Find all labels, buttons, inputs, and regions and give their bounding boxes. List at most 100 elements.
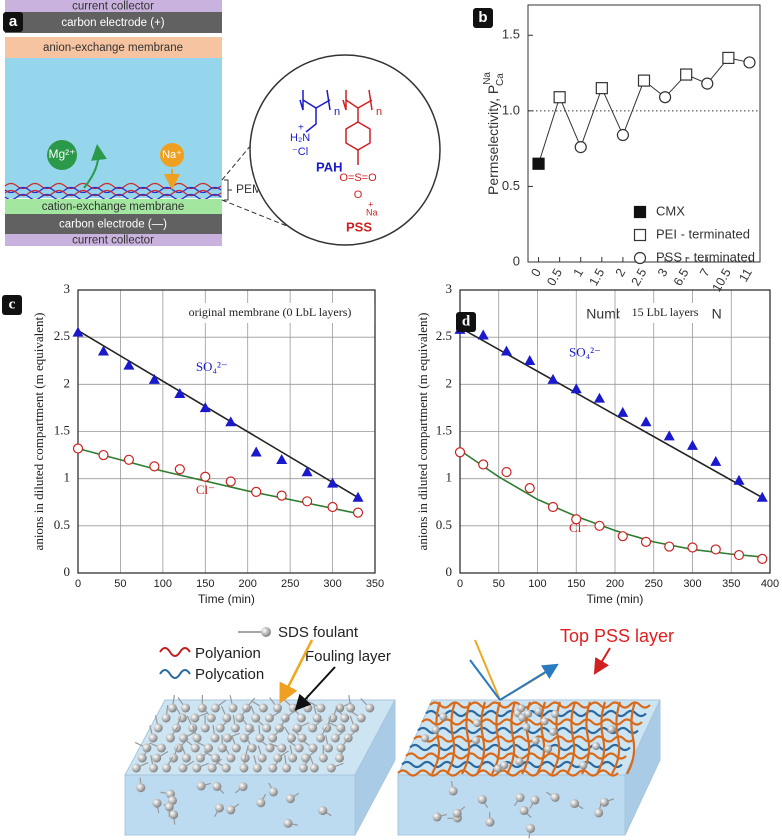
head bbox=[592, 742, 601, 751]
x-tick-label: 200 bbox=[606, 578, 624, 590]
marker bbox=[524, 483, 535, 494]
head bbox=[298, 763, 308, 773]
head bbox=[540, 717, 549, 726]
marker bbox=[276, 490, 287, 501]
head bbox=[526, 823, 536, 833]
head bbox=[190, 743, 200, 753]
marker bbox=[686, 439, 699, 450]
panel-a: current collector carbon electrode (+) a… bbox=[3, 0, 441, 247]
head bbox=[181, 753, 191, 763]
y-axis-label: anions in diluted compartment (m equival… bbox=[31, 313, 46, 551]
marker bbox=[174, 464, 185, 475]
annotation: 15 LbL layers bbox=[632, 305, 699, 319]
head bbox=[549, 727, 558, 736]
head bbox=[530, 795, 540, 805]
head bbox=[207, 763, 217, 773]
x-tick-label: 2.5 bbox=[629, 266, 650, 288]
fit-line bbox=[459, 327, 763, 499]
polyanion bbox=[611, 701, 622, 775]
marker bbox=[658, 91, 672, 104]
head bbox=[517, 704, 526, 713]
marker bbox=[616, 128, 630, 142]
shape-circle bbox=[47, 140, 77, 170]
pss-o: O bbox=[354, 189, 363, 201]
shape-polygon bbox=[624, 699, 661, 836]
head bbox=[431, 725, 440, 734]
head bbox=[292, 723, 302, 733]
x-tick-label: 0 bbox=[75, 578, 81, 590]
pss-s: O=S=O bbox=[339, 172, 377, 184]
head bbox=[152, 798, 162, 808]
head bbox=[167, 703, 177, 713]
head bbox=[500, 761, 509, 770]
head bbox=[318, 753, 328, 763]
shape-rect bbox=[5, 214, 222, 234]
head bbox=[244, 723, 254, 733]
head bbox=[264, 713, 274, 723]
marker bbox=[174, 388, 186, 398]
x-tick-label: 0 bbox=[457, 578, 463, 590]
marker bbox=[352, 507, 364, 518]
shape-rect bbox=[5, 199, 222, 214]
head bbox=[178, 763, 188, 773]
shape-rect bbox=[5, 58, 222, 198]
head bbox=[356, 713, 366, 723]
marker bbox=[72, 326, 84, 337]
marker bbox=[148, 373, 160, 384]
head bbox=[268, 787, 278, 797]
head bbox=[192, 763, 202, 773]
polyanion bbox=[596, 701, 607, 775]
polyanion bbox=[536, 701, 547, 775]
pss-na: Na bbox=[366, 207, 378, 217]
marker bbox=[756, 491, 768, 502]
head bbox=[148, 763, 158, 773]
head bbox=[335, 703, 345, 713]
marker bbox=[617, 531, 628, 542]
shape-g bbox=[342, 89, 373, 165]
x-tick-label: 11 bbox=[736, 266, 755, 284]
head bbox=[340, 713, 350, 723]
marker bbox=[633, 251, 647, 265]
head bbox=[165, 733, 175, 743]
head bbox=[156, 743, 166, 753]
head bbox=[288, 753, 298, 763]
head bbox=[247, 743, 257, 753]
polyanion bbox=[461, 701, 472, 775]
marker bbox=[733, 549, 745, 561]
head bbox=[277, 743, 287, 753]
head bbox=[142, 743, 152, 753]
marker bbox=[640, 536, 652, 547]
legend-label: PSS - terminated bbox=[656, 249, 755, 264]
head bbox=[226, 753, 236, 763]
head bbox=[316, 703, 326, 713]
marker bbox=[617, 406, 629, 417]
head bbox=[448, 786, 458, 796]
marker bbox=[547, 501, 559, 513]
head bbox=[217, 743, 227, 753]
fit-line bbox=[77, 329, 359, 499]
head bbox=[197, 703, 207, 713]
fouling-label: Fouling layer bbox=[305, 648, 391, 665]
shape-path bbox=[4, 182, 222, 190]
marker bbox=[633, 205, 647, 219]
marker bbox=[594, 520, 605, 531]
head bbox=[164, 802, 174, 812]
head bbox=[318, 806, 328, 816]
shape-path bbox=[83, 144, 107, 189]
legend-label: Polyanion bbox=[195, 645, 261, 662]
head bbox=[188, 723, 198, 733]
y-tick-label: 2.5 bbox=[54, 328, 70, 343]
head bbox=[550, 792, 560, 802]
head bbox=[274, 723, 284, 733]
head bbox=[238, 782, 248, 792]
chart: 00.51.01.50 0.5 1 1.5 2 2.5 3 6.5 710.5 11CMXPEI … bbox=[473, 4, 761, 322]
x-tick-label: 1 bbox=[571, 266, 587, 279]
marker bbox=[595, 82, 608, 95]
marker bbox=[327, 477, 339, 488]
annotation-bg bbox=[165, 303, 375, 323]
head bbox=[192, 733, 202, 743]
head bbox=[336, 723, 346, 733]
head bbox=[296, 713, 306, 723]
shape-text: anion-exchange membrane bbox=[43, 42, 183, 54]
polyanion bbox=[429, 701, 651, 709]
